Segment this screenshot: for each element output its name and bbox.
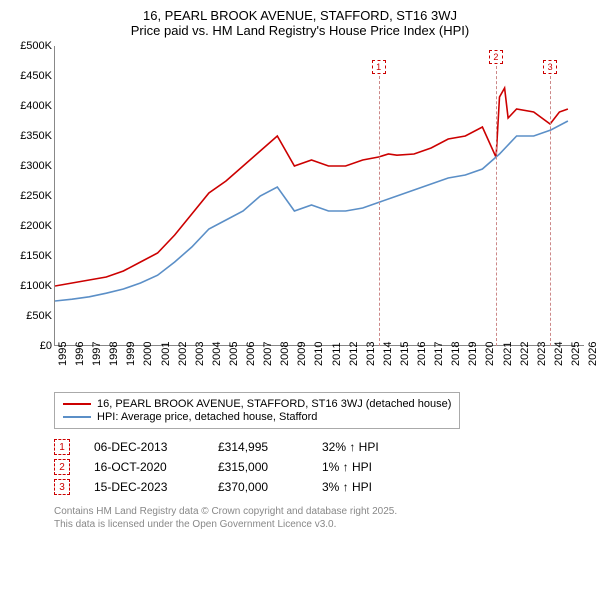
x-tick-label: 2005 <box>228 342 240 366</box>
chart-lines <box>55 46 585 346</box>
x-axis-labels: 1995199619971998199920002001200220032004… <box>54 350 584 386</box>
x-tick-label: 2025 <box>570 342 582 366</box>
chart-area: £0 £50K £100K £150K £200K £250K £300K £350K £400… <box>10 46 590 386</box>
x-tick-label: 2016 <box>416 342 428 366</box>
sale-row-marker: 1 <box>54 439 70 455</box>
sale-row-change: 1% ↑ HPI <box>322 460 412 474</box>
y-axis-labels: £0£50K£100K£150K£200K£250K£300K£350K£400… <box>10 46 54 346</box>
sale-row-marker: 2 <box>54 459 70 475</box>
x-tick-label: 2023 <box>536 342 548 366</box>
y-tick-label: £450K <box>20 70 52 82</box>
y-tick-label: £100K <box>20 280 52 292</box>
sale-marker-1: 1 <box>372 60 386 74</box>
page-subtitle: Price paid vs. HM Land Registry's House … <box>10 23 590 38</box>
sale-row-price: £315,000 <box>218 460 298 474</box>
sale-marker-2: 2 <box>489 50 503 64</box>
x-tick-label: 2024 <box>553 342 565 366</box>
legend-swatch-price-paid <box>63 403 91 405</box>
x-tick-label: 1995 <box>57 342 69 366</box>
x-tick-label: 2014 <box>382 342 394 366</box>
x-tick-label: 2022 <box>519 342 531 366</box>
legend-row-hpi: HPI: Average price, detached house, Staf… <box>63 411 451 423</box>
x-tick-label: 1998 <box>108 342 120 366</box>
sale-row-date: 16-OCT-2020 <box>94 460 194 474</box>
y-tick-label: £200K <box>20 220 52 232</box>
sale-marker-line <box>379 76 380 346</box>
x-tick-label: 2007 <box>262 342 274 366</box>
x-tick-label: 2013 <box>365 342 377 366</box>
footer: Contains HM Land Registry data © Crown c… <box>54 505 590 531</box>
sale-row-change: 3% ↑ HPI <box>322 480 412 494</box>
sale-row: 1 06-DEC-2013 £314,995 32% ↑ HPI <box>54 439 590 455</box>
sale-marker-line <box>550 76 551 346</box>
sale-row-date: 15-DEC-2023 <box>94 480 194 494</box>
x-tick-label: 2006 <box>245 342 257 366</box>
series-hpi <box>55 121 568 301</box>
sale-row-price: £370,000 <box>218 480 298 494</box>
y-tick-label: £50K <box>26 310 52 322</box>
y-tick-label: £250K <box>20 190 52 202</box>
x-tick-label: 1996 <box>74 342 86 366</box>
legend: 16, PEARL BROOK AVENUE, STAFFORD, ST16 3… <box>54 392 460 429</box>
x-tick-label: 2026 <box>587 342 599 366</box>
sale-row-marker: 3 <box>54 479 70 495</box>
plot-region: 1 2 3 <box>54 46 584 346</box>
y-tick-label: £350K <box>20 130 52 142</box>
legend-swatch-hpi <box>63 416 91 418</box>
y-tick-label: £500K <box>20 40 52 52</box>
x-tick-label: 2018 <box>450 342 462 366</box>
footer-line-1: Contains HM Land Registry data © Crown c… <box>54 505 590 518</box>
sale-row-price: £314,995 <box>218 440 298 454</box>
sale-row: 3 15-DEC-2023 £370,000 3% ↑ HPI <box>54 479 590 495</box>
sale-marker-3: 3 <box>543 60 557 74</box>
x-tick-label: 2002 <box>177 342 189 366</box>
legend-row-price-paid: 16, PEARL BROOK AVENUE, STAFFORD, ST16 3… <box>63 398 451 410</box>
footer-line-2: This data is licensed under the Open Gov… <box>54 518 590 531</box>
x-tick-label: 2000 <box>142 342 154 366</box>
x-tick-label: 2009 <box>296 342 308 366</box>
x-tick-label: 2011 <box>331 342 343 366</box>
y-tick-label: £150K <box>20 250 52 262</box>
sales-table: 1 06-DEC-2013 £314,995 32% ↑ HPI 2 16-OCT-202… <box>54 439 590 495</box>
x-tick-label: 2004 <box>211 342 223 366</box>
x-tick-label: 2003 <box>194 342 206 366</box>
x-tick-label: 2021 <box>502 342 514 366</box>
x-tick-label: 2012 <box>348 342 360 366</box>
page-title: 16, PEARL BROOK AVENUE, STAFFORD, ST16 3… <box>10 8 590 23</box>
x-tick-label: 2010 <box>313 342 325 366</box>
sale-row: 2 16-OCT-2020 £315,000 1% ↑ HPI <box>54 459 590 475</box>
title-block: 16, PEARL BROOK AVENUE, STAFFORD, ST16 3… <box>10 8 590 38</box>
x-tick-label: 2020 <box>484 342 496 366</box>
sale-marker-line <box>496 66 497 346</box>
y-tick-label: £0 <box>40 340 52 352</box>
y-tick-label: £400K <box>20 100 52 112</box>
x-tick-label: 1997 <box>91 342 103 366</box>
x-tick-label: 2019 <box>467 342 479 366</box>
sale-row-change: 32% ↑ HPI <box>322 440 412 454</box>
y-tick-label: £300K <box>20 160 52 172</box>
series-price_paid <box>55 88 568 286</box>
x-tick-label: 2015 <box>399 342 411 366</box>
x-tick-label: 2008 <box>279 342 291 366</box>
sale-row-date: 06-DEC-2013 <box>94 440 194 454</box>
x-tick-label: 2017 <box>433 342 445 366</box>
legend-label-price-paid: 16, PEARL BROOK AVENUE, STAFFORD, ST16 3… <box>97 398 451 410</box>
x-tick-label: 2001 <box>160 342 172 366</box>
x-tick-label: 1999 <box>125 342 137 366</box>
legend-label-hpi: HPI: Average price, detached house, Staf… <box>97 411 317 423</box>
